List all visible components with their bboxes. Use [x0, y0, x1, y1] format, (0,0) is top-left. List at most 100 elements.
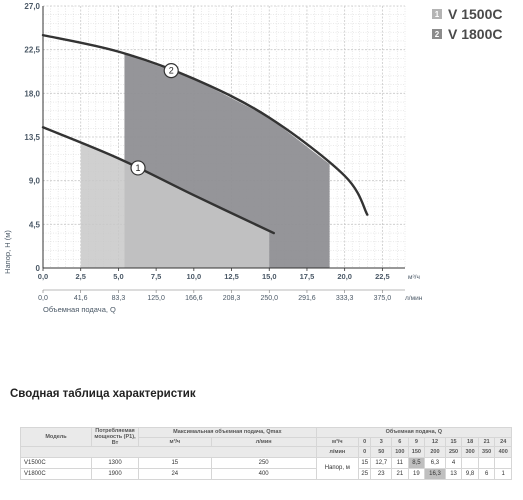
header-qmax-unit-lmin: л/мин — [210, 436, 317, 448]
flow-lmin-cell: 0 — [357, 446, 372, 459]
legend-swatch-2: 2 — [432, 29, 442, 39]
head-cell: 19 — [407, 468, 426, 481]
y-tick-label: 0 — [36, 264, 41, 273]
head-cell — [477, 457, 496, 470]
curve-marker-label-1: 1 — [136, 163, 141, 173]
x2-tick-label: 41,6 — [74, 295, 88, 302]
head-cell: 4 — [444, 457, 463, 470]
x2-tick-label: 333,3 — [336, 295, 354, 302]
y-axis-label: Напор, H (м) — [3, 230, 12, 274]
chart-legend: 1 V 1500C 2 V 1800C — [432, 5, 502, 45]
legend-item-2: 2 V 1800C — [432, 25, 502, 43]
head-cell: 12,7 — [370, 457, 393, 470]
power-cell: 1900 — [91, 468, 139, 481]
x2-tick-label: 166,6 — [185, 295, 203, 302]
chart-ticks: 04,59,013,518,022,527,00,0 2,5 5,0 7,5 10,0 1… — [24, 2, 391, 302]
x-tick-label: 5,0 — [113, 272, 123, 281]
flow-m3h-cell: 3 — [370, 436, 393, 448]
qmax-m3h-cell: 24 — [138, 468, 212, 481]
qmax-m3h-cell: 15 — [138, 457, 212, 470]
head-cell — [461, 457, 479, 470]
flow-lmin-cell: 250 — [444, 446, 463, 459]
head-unit-cell: Напор, м — [315, 457, 359, 481]
head-cell: 23 — [370, 468, 393, 481]
x2-tick-label: 0,0 — [38, 295, 48, 302]
y-tick-label: 13,5 — [24, 133, 40, 142]
head-cell: 25 — [357, 468, 372, 481]
x-tick-label: 15,0 — [262, 272, 277, 281]
flow-m3h-cell: 21 — [477, 436, 496, 448]
curve-2 — [41, 33, 369, 216]
header-model: Модель — [20, 426, 92, 448]
flow-lmin-cell: 400 — [494, 446, 512, 459]
x-tick-label: 0,0 — [38, 272, 48, 281]
header-power: Потребляемая мощность (P1), Вт — [91, 426, 139, 448]
x-unit-label: м³/ч — [408, 274, 420, 281]
flow-lmin-cell: 200 — [424, 446, 446, 459]
table-row: V1500C 1300 15 250 Напор, м 15 12,7 11 8… — [20, 457, 512, 481]
flow-lmin-cell: 50 — [370, 446, 393, 459]
y-tick-label: 27,0 — [24, 2, 40, 11]
performance-curves — [41, 33, 369, 235]
flow-lmin-cell: 100 — [391, 446, 409, 459]
curve-marker-label-2: 2 — [169, 66, 174, 76]
y-tick-label: 4,5 — [29, 220, 41, 229]
x2-unit-label: л/мин — [405, 295, 423, 302]
curve-markers: 12 — [130, 63, 179, 176]
x2-tick-label: 250,0 — [260, 295, 278, 302]
header-flow-unit-m3h: м³/ч — [315, 436, 359, 448]
legend-item-1: 1 V 1500C — [432, 5, 502, 23]
summary-table: Модель Потребляемая мощность (P1), Вт Ма… — [20, 426, 513, 481]
head-cell: 13 — [444, 468, 463, 481]
head-cell: 6,3 — [424, 457, 446, 470]
blank-header-cell — [20, 446, 317, 459]
flow-m3h-cell: 0 — [357, 436, 372, 448]
curve-1 — [41, 126, 275, 235]
x-tick-label: 2,5 — [75, 272, 85, 281]
model-cell: V1800C — [20, 468, 92, 481]
legend-swatch-1: 1 — [432, 9, 442, 19]
flow-m3h-cell: 24 — [494, 436, 512, 448]
head-cell: 1 — [494, 468, 512, 481]
pump-chart: 12 04,59,013,518,022,527,00,0 2,5 5,0 7,5 10… — [3, 2, 423, 314]
x-tick-label: 20,0 — [337, 272, 352, 281]
power-cell: 1300 — [91, 457, 139, 470]
model-cell: V1500C — [20, 457, 92, 470]
head-cell: 9,8 — [461, 468, 479, 481]
flow-m3h-cell: 12 — [424, 436, 446, 448]
qmax-lmin-cell: 400 — [210, 468, 317, 481]
qmax-lmin-cell: 250 — [210, 457, 317, 470]
y-tick-label: 9,0 — [29, 177, 41, 186]
header-max-flow: Максимальная объемная подача, Qmax — [138, 427, 317, 438]
header-qmax-unit-m3h: м³/ч — [138, 436, 212, 448]
x-tick-label: 17,5 — [300, 272, 315, 281]
x-tick-label: 10,0 — [187, 272, 202, 281]
head-cell: 11 — [391, 457, 409, 470]
head-cell: 6 — [477, 468, 496, 481]
flow-m3h-cell: 15 — [444, 436, 463, 448]
flow-m3h-cell: 18 — [461, 436, 479, 448]
legend-label-2: V 1800C — [448, 26, 503, 42]
flow-m3h-cell: 6 — [391, 436, 409, 448]
x-axis-label: Объемная подача, Q — [43, 305, 116, 314]
flow-lmin-cell: 300 — [461, 446, 479, 459]
head-cell: 16,3 — [424, 468, 446, 481]
y-tick-label: 18,0 — [24, 89, 40, 98]
flow-lmin-cell: 150 — [407, 446, 426, 459]
x2-tick-label: 83,3 — [112, 295, 126, 302]
x-tick-label: 22,5 — [375, 272, 390, 281]
curve-marker-1 — [130, 160, 146, 176]
x2-tick-label: 125,0 — [147, 295, 165, 302]
operating-areas — [80, 53, 330, 268]
summary-title: Сводная таблица характеристик — [10, 388, 196, 400]
x2-tick-label: 375,0 — [374, 295, 392, 302]
curve-marker-2 — [163, 63, 179, 79]
flow-m3h-cell: 9 — [407, 436, 426, 448]
x2-tick-label: 291,6 — [298, 295, 316, 302]
operating-area-1 — [80, 142, 270, 268]
header-flow: Объемная подача, Q — [315, 427, 513, 438]
header-flow-unit-lmin: л/мин — [315, 446, 359, 459]
y-tick-label: 22,5 — [24, 46, 40, 55]
head-cell: 21 — [391, 468, 409, 481]
x-tick-label: 12,5 — [224, 272, 239, 281]
